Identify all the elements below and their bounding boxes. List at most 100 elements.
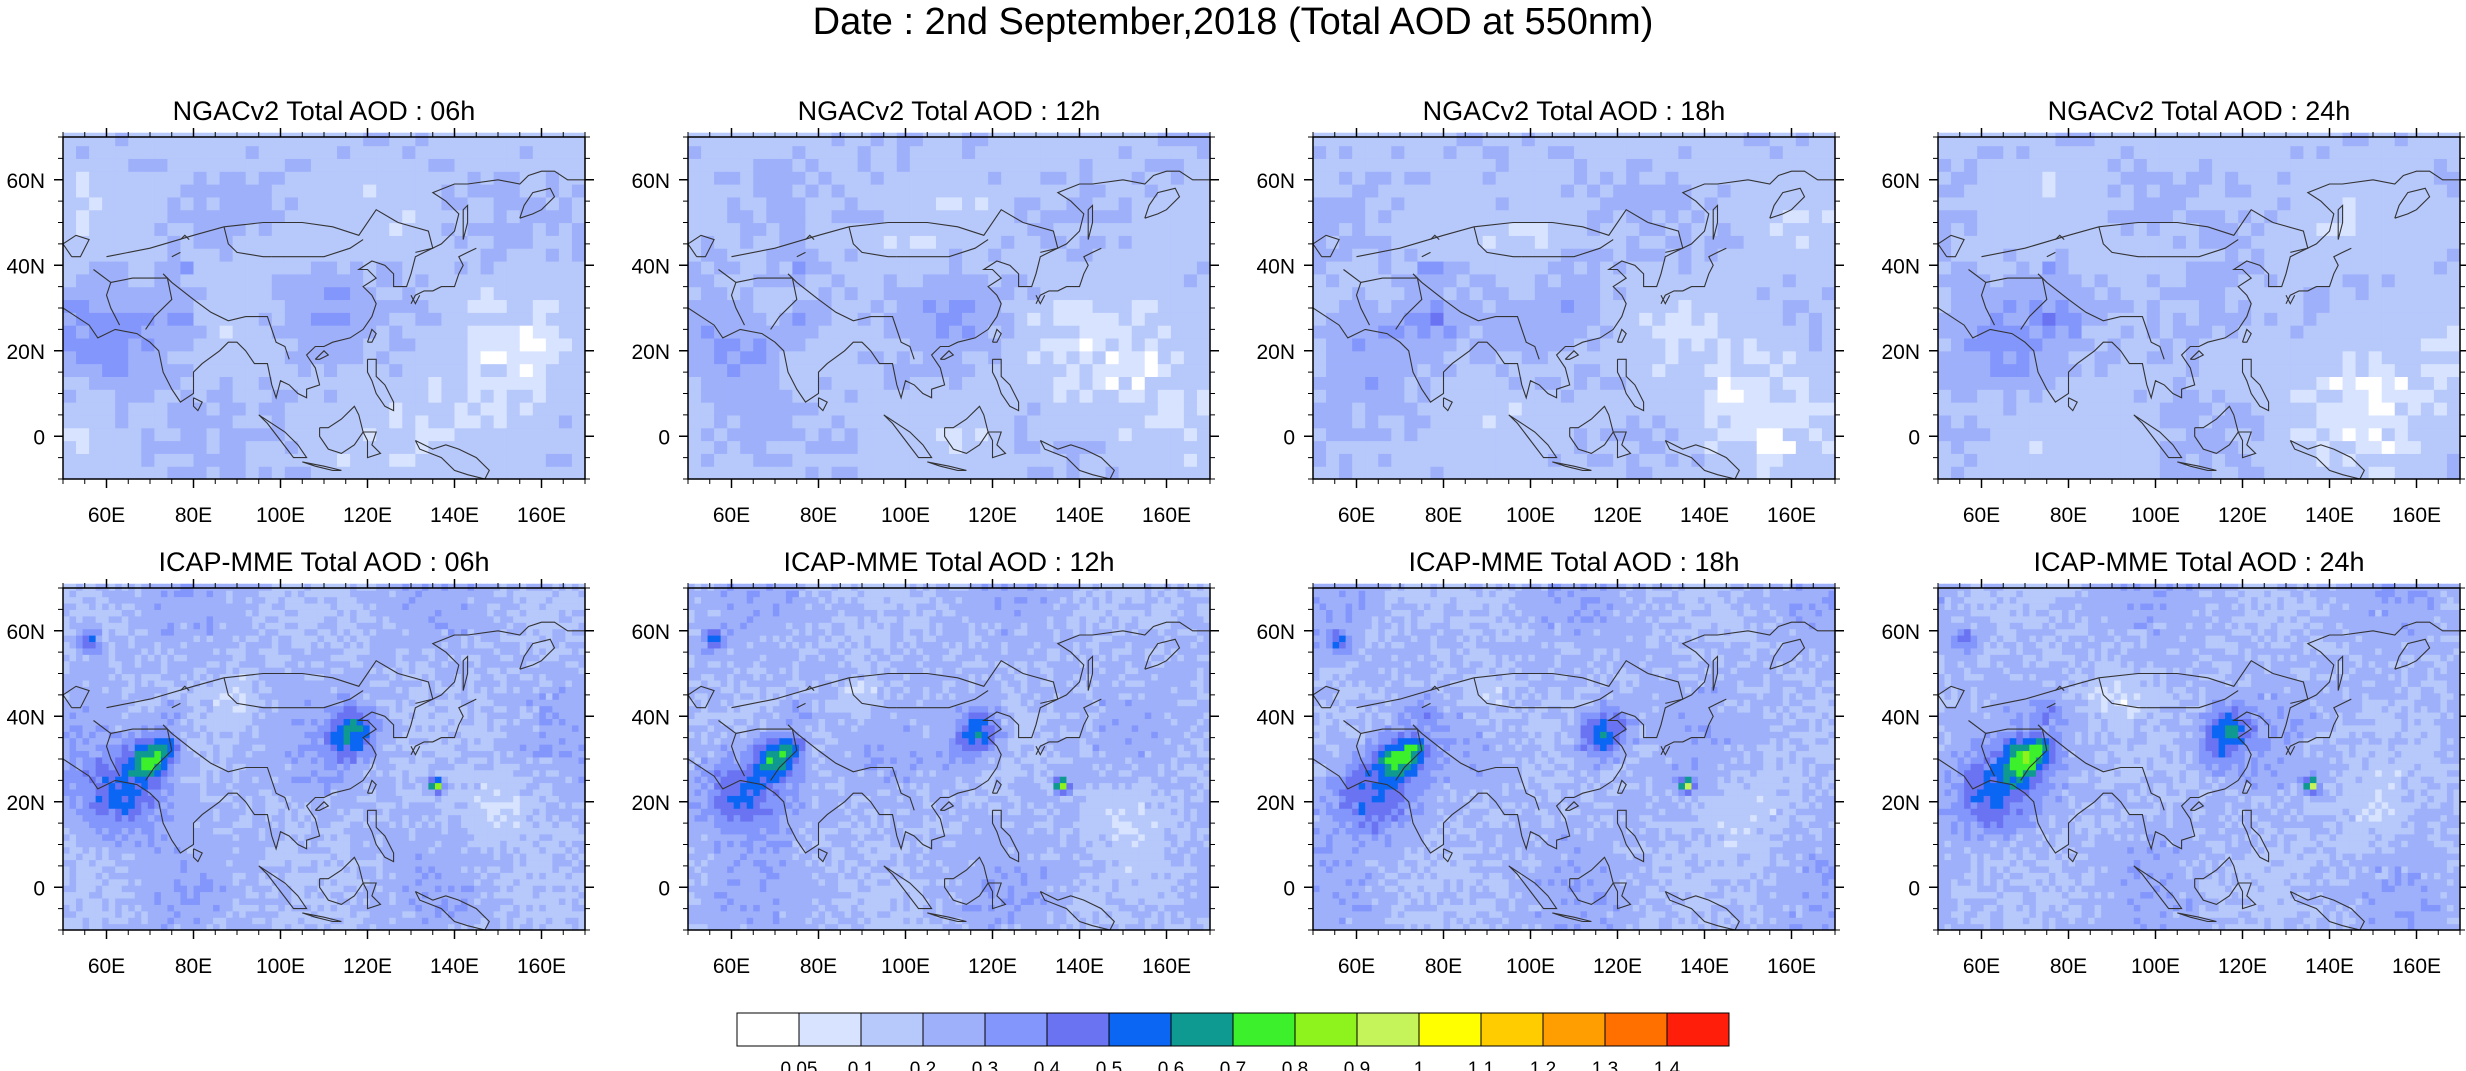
lon-tick-label: 80E — [2050, 955, 2087, 978]
map-panel: ICAP-MME Total AOD : 24h 60E 80E 100E 120E 14… — [1881, 547, 2466, 978]
lat-tick-label: 60N — [1256, 621, 1295, 644]
colorbar-swatch — [860, 1012, 924, 1047]
lat-tick-label: 60N — [1881, 621, 1920, 644]
colorbar-label: 0.9 — [1344, 1059, 1370, 1071]
lon-tick-label: 120E — [968, 504, 1017, 527]
colorbar-swatch — [1232, 1012, 1296, 1047]
lon-tick-label: 120E — [1593, 504, 1642, 527]
coastlines — [688, 170, 1210, 479]
lon-tick-label: 60E — [1963, 504, 2000, 527]
lat-tick-label: 0 — [33, 426, 45, 449]
lat-tick-label: 20N — [1256, 341, 1295, 364]
lat-tick-label: 40N — [1256, 706, 1295, 729]
lon-tick-label: 60E — [1338, 504, 1375, 527]
lat-tick-label: 0 — [1283, 426, 1295, 449]
lat-tick-label: 60N — [631, 170, 670, 193]
colorbar-swatch — [1294, 1012, 1358, 1047]
lon-tick-label: 140E — [1055, 955, 1104, 978]
lon-tick-label: 120E — [343, 955, 392, 978]
panel-title: NGACv2 Total AOD : 06h — [173, 96, 476, 126]
colorbar-swatch — [1480, 1012, 1544, 1047]
lat-tick-label: 40N — [1256, 255, 1295, 278]
lon-tick-label: 160E — [1767, 955, 1816, 978]
lat-tick-label: 60N — [6, 170, 45, 193]
lon-tick-label: 120E — [1593, 955, 1642, 978]
colorbar-swatch — [1418, 1012, 1482, 1047]
lon-tick-label: 160E — [1767, 504, 1816, 527]
colorbar-label: 0.8 — [1282, 1059, 1308, 1071]
colorbar-label: 1.2 — [1530, 1059, 1556, 1071]
lon-tick-label: 80E — [1425, 504, 1462, 527]
lon-tick-label: 80E — [2050, 504, 2087, 527]
lat-tick-label: 40N — [1881, 255, 1920, 278]
colorbar-swatch — [1046, 1012, 1110, 1047]
map-panel: NGACv2 Total AOD : 12h 60E 80E 100E 120E 140E… — [631, 96, 1219, 527]
lon-tick-label: 100E — [881, 955, 930, 978]
lat-tick-label: 40N — [1881, 706, 1920, 729]
lon-tick-label: 60E — [713, 955, 750, 978]
colorbar-swatch — [1108, 1012, 1172, 1047]
lon-tick-label: 140E — [1680, 955, 1729, 978]
lon-tick-label: 80E — [800, 504, 837, 527]
coastlines — [688, 621, 1210, 930]
colorbar-swatch — [736, 1012, 800, 1047]
lon-tick-label: 140E — [1055, 504, 1104, 527]
colorbar-label: 1.4 — [1654, 1059, 1681, 1071]
map-panel: ICAP-MME Total AOD : 18h 60E 80E 100E 120E 14… — [1256, 547, 1844, 978]
lon-tick-label: 80E — [175, 504, 212, 527]
colorbar-label: 0.2 — [910, 1059, 936, 1071]
lat-tick-label: 60N — [1256, 170, 1295, 193]
coastlines — [1313, 621, 1835, 930]
lat-tick-label: 0 — [1908, 877, 1920, 900]
lon-tick-label: 140E — [1680, 504, 1729, 527]
lon-tick-label: 120E — [343, 504, 392, 527]
lat-tick-label: 60N — [631, 621, 670, 644]
lon-tick-label: 120E — [2218, 504, 2267, 527]
lat-tick-label: 0 — [1283, 877, 1295, 900]
lon-tick-label: 60E — [713, 504, 750, 527]
colorbar-swatch — [1666, 1012, 1730, 1047]
map-panel: ICAP-MME Total AOD : 06h 60E 80E 100E 120E 14… — [6, 547, 594, 978]
lat-tick-label: 60N — [1881, 170, 1920, 193]
panel-title: ICAP-MME Total AOD : 12h — [783, 547, 1114, 577]
lon-tick-label: 140E — [430, 504, 479, 527]
lat-tick-label: 20N — [1881, 792, 1920, 815]
colorbar-swatch — [1542, 1012, 1606, 1047]
lon-tick-label: 160E — [517, 955, 566, 978]
lon-tick-label: 120E — [2218, 955, 2267, 978]
lat-tick-label: 20N — [1256, 792, 1295, 815]
lon-tick-label: 80E — [800, 955, 837, 978]
lon-tick-label: 160E — [517, 504, 566, 527]
lat-tick-label: 0 — [658, 426, 670, 449]
figure-title: Date : 2nd September,2018 (Total AOD at … — [0, 0, 2466, 44]
lon-tick-label: 140E — [2305, 955, 2354, 978]
colorbar-label: 0.05 — [781, 1059, 818, 1071]
lon-tick-label: 140E — [2305, 504, 2354, 527]
lat-tick-label: 20N — [631, 792, 670, 815]
coastlines — [63, 621, 585, 930]
lon-tick-label: 160E — [2392, 955, 2441, 978]
lon-tick-label: 80E — [1425, 955, 1462, 978]
colorbar-label: 1 — [1414, 1059, 1425, 1071]
lat-tick-label: 40N — [631, 255, 670, 278]
panel-title: NGACv2 Total AOD : 18h — [1423, 96, 1726, 126]
lat-tick-label: 0 — [658, 877, 670, 900]
colorbar-label: 0.7 — [1220, 1059, 1246, 1071]
colorbar-label: 0.4 — [1034, 1059, 1061, 1071]
lon-tick-label: 100E — [2131, 955, 2180, 978]
lon-tick-label: 100E — [256, 955, 305, 978]
map-panel: NGACv2 Total AOD : 18h 60E 80E 100E 120E 140E… — [1256, 96, 1844, 527]
coastlines — [63, 170, 585, 479]
colorbar-swatch — [798, 1012, 862, 1047]
lon-tick-label: 140E — [430, 955, 479, 978]
lon-tick-label: 60E — [88, 955, 125, 978]
lon-tick-label: 100E — [1506, 504, 1555, 527]
panel-title: ICAP-MME Total AOD : 18h — [1408, 547, 1739, 577]
lat-tick-label: 0 — [33, 877, 45, 900]
lat-tick-label: 20N — [6, 341, 45, 364]
lat-tick-label: 20N — [1881, 341, 1920, 364]
colorbar-label: 0.1 — [848, 1059, 874, 1071]
lon-tick-label: 120E — [968, 955, 1017, 978]
panel-title: NGACv2 Total AOD : 12h — [798, 96, 1101, 126]
